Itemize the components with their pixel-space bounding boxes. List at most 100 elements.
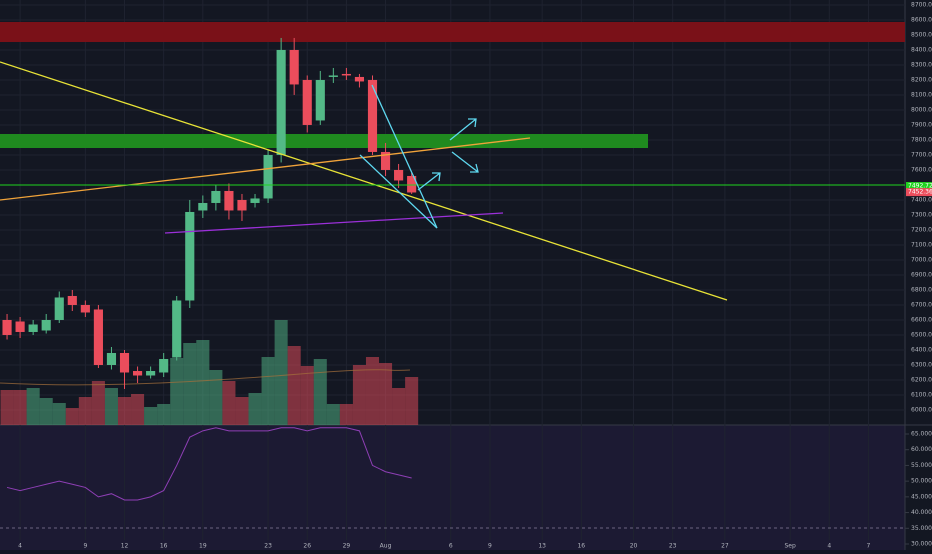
volume-bar [313, 359, 327, 425]
trend-line [164, 212, 504, 234]
rsi-tick-label: 30.0000 [911, 541, 932, 548]
candle-body [2, 319, 12, 335]
volume-bar [274, 320, 288, 425]
rsi-pane [0, 425, 905, 550]
volume-bar [379, 363, 393, 425]
price-label-box [906, 182, 932, 191]
y-tick-label: 7100.00 [911, 241, 932, 248]
y-tick-label: 7700.00 [911, 151, 932, 158]
volume-bar [144, 407, 158, 425]
volume-bar [131, 394, 145, 425]
y-tick-label: 6300.00 [911, 361, 932, 368]
y-tick-label: 6100.00 [911, 391, 932, 398]
price-label-box [906, 188, 932, 197]
candle-body [289, 49, 299, 85]
candle-body [341, 73, 351, 76]
y-tick-label: 8300.00 [911, 61, 932, 68]
volume-bar [78, 397, 92, 425]
x-tick-label: 9 [488, 543, 492, 550]
candle-body [276, 49, 286, 155]
y-tick-label: 8200.00 [911, 76, 932, 83]
candle-body [119, 352, 130, 373]
candle-body [185, 211, 195, 301]
y-tick-label: 6800.00 [911, 286, 932, 293]
volume-ma [0, 369, 411, 386]
y-tick-label: 6200.00 [911, 376, 932, 383]
candle-body [315, 79, 325, 121]
arrow [451, 151, 479, 173]
candle-body [80, 304, 90, 313]
volume-bar [287, 346, 301, 425]
candle-body [172, 300, 182, 358]
volume-bar [339, 404, 353, 425]
arrows [359, 84, 479, 229]
volume-bar [39, 398, 53, 425]
volume-bar [91, 381, 105, 425]
y-tick-label: 7900.00 [911, 121, 932, 128]
candle-body [237, 199, 247, 211]
candle-body [146, 370, 156, 376]
x-tick-label: 4 [827, 543, 831, 550]
volume-bar [157, 404, 171, 425]
price-label: 7492.72 [908, 183, 932, 190]
volume-bar [52, 403, 66, 425]
y-tick-label: 6900.00 [911, 271, 932, 278]
rsi-tick-label: 55.0000 [911, 462, 932, 469]
candle-body [15, 321, 25, 332]
y-tick-label: 7300.00 [911, 211, 932, 218]
y-tick-label: 6000.00 [911, 406, 932, 413]
x-tick-label: 19 [199, 543, 207, 550]
volume-bar [196, 340, 210, 425]
volume [0, 320, 419, 425]
candle-body [41, 319, 51, 331]
x-tick-label: 27 [721, 543, 729, 550]
volume-bar [104, 388, 118, 425]
candle-body [250, 198, 260, 203]
volume-bar [326, 404, 340, 425]
volume-bar [300, 366, 314, 425]
projection [359, 84, 438, 229]
y-tick-label: 8400.00 [911, 46, 932, 53]
volume-bar [170, 358, 184, 425]
volume-bar [65, 408, 79, 425]
candle-body [54, 297, 64, 320]
y-tick-label: 7200.00 [911, 226, 932, 233]
x-tick-label: 20 [630, 543, 638, 550]
volume-bar [183, 343, 197, 425]
volume-bar [26, 388, 40, 425]
candle-body [328, 75, 338, 77]
x-tick-label: Aug [380, 543, 392, 550]
volume-bar [352, 365, 366, 425]
y-tick-label: 8100.00 [911, 91, 932, 98]
candle-body [394, 169, 404, 181]
volume-bar [261, 357, 275, 425]
x-tick-label: 6 [449, 543, 453, 550]
x-tick-label: 26 [303, 543, 311, 550]
trend-line [0, 137, 531, 201]
y-tick-label: 7400.00 [911, 196, 932, 203]
y-tick-label: 6400.00 [911, 346, 932, 353]
y-tick-label: 6600.00 [911, 316, 932, 323]
x-tick-label: 23 [264, 543, 272, 550]
candle-body [28, 324, 38, 332]
arrow [417, 172, 441, 191]
x-tick-label: 23 [669, 543, 677, 550]
candle-body [67, 295, 77, 305]
volume-bar [0, 390, 14, 425]
rsi-tick-label: 35.0000 [911, 525, 932, 532]
volume-bar [365, 357, 380, 425]
volume-bar [248, 393, 262, 425]
price-label: 7452.36 [908, 189, 932, 196]
candle-body [354, 76, 365, 82]
candle-body [198, 202, 208, 211]
x-tick-label: 16 [160, 543, 168, 550]
candle-body [380, 151, 391, 170]
candle-body [302, 79, 312, 125]
y-tick-label: 7600.00 [911, 166, 932, 173]
y-tick-label: 6700.00 [911, 301, 932, 308]
x-tick-label: 12 [121, 543, 129, 550]
candle-body [159, 358, 169, 373]
y-tick-label: 8600.00 [911, 16, 932, 23]
candle-body [106, 352, 117, 365]
